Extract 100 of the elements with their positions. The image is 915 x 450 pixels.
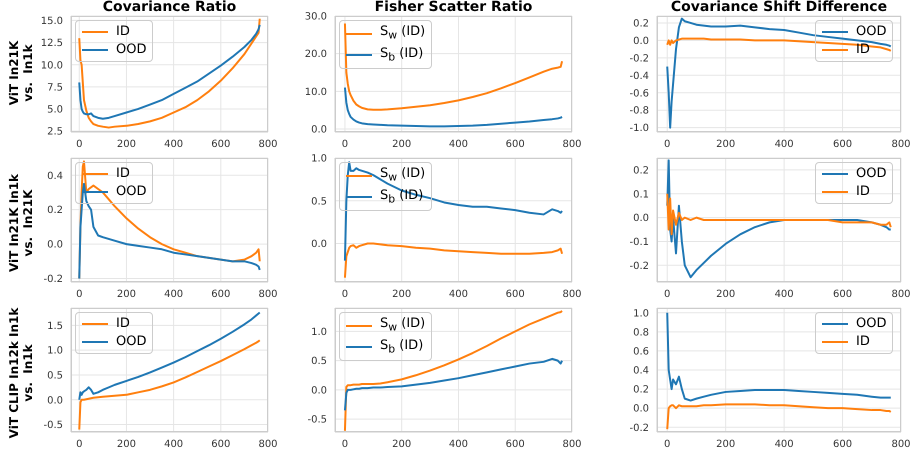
y-tick-label: 1.0: [311, 154, 327, 165]
x-tick-label: 600: [833, 139, 852, 150]
x-tick-label: 600: [506, 139, 525, 150]
y-tick-label: 1.0: [47, 346, 63, 357]
line-series: [344, 242, 564, 279]
legend-label: ID: [116, 315, 130, 333]
x-tick-label: 0: [664, 139, 670, 150]
line-series: [344, 22, 564, 111]
x-tick-label: 200: [392, 139, 412, 150]
line-series: [78, 311, 261, 401]
chart-title: Covariance Shift Difference: [670, 0, 888, 15]
x-tick-label: 600: [506, 289, 525, 300]
x-tick-label: 0: [342, 439, 348, 450]
x-tick-label: 400: [774, 439, 794, 450]
x-tick-label: 200: [716, 289, 736, 300]
legend-label: OOD: [116, 333, 146, 351]
y-tick-label: 0.2: [633, 18, 649, 30]
x-tick-label: 400: [448, 139, 468, 150]
legend-label: ID: [856, 333, 870, 351]
y-tick-label: 10.0: [304, 86, 327, 98]
y-tick-label: 0.0: [47, 240, 63, 251]
y-tick-label: 0.2: [633, 384, 649, 396]
y-tick-label: 30.0: [304, 12, 327, 23]
y-tick-label: -0.5: [43, 420, 63, 432]
legend-label: ID: [856, 41, 870, 59]
x-tick-label: 400: [164, 439, 184, 450]
legend-label: OOD: [856, 315, 886, 333]
y-tick-label: 0.6: [633, 346, 649, 358]
x-tick-label: 800: [258, 439, 278, 450]
legend-label: S$_{w}$ (ID): [380, 315, 426, 336]
x-tick-label: 800: [562, 439, 582, 450]
y-axis-title: ViT In21K In1k vs. In21K: [7, 172, 35, 272]
y-tick-label: 7.5: [47, 82, 63, 94]
line-series: [666, 403, 892, 430]
legend-label: ID: [856, 183, 870, 201]
line-series: [344, 86, 564, 128]
legend-label: S$_{b}$ (ID): [380, 44, 424, 66]
y-tick-label: 10.0: [40, 60, 63, 72]
line-series: [344, 310, 564, 432]
x-tick-label: 600: [833, 439, 852, 450]
y-tick-label: 1.0: [311, 326, 327, 338]
legend-label: ID: [116, 165, 130, 183]
y-tick-label: -0.8: [629, 106, 649, 117]
x-tick-label: 200: [116, 289, 136, 300]
legend-label: S$_{w}$ (ID): [380, 23, 426, 44]
y-tick-label: 15.0: [40, 16, 63, 27]
y-tick-label: 20.0: [304, 49, 327, 60]
y-tick-label: -1.0: [629, 123, 649, 134]
x-tick-label: 800: [258, 139, 278, 150]
x-tick-label: 400: [448, 439, 468, 450]
x-tick-label: 600: [506, 439, 525, 450]
x-tick-label: 600: [211, 439, 230, 450]
line-series: [666, 18, 892, 129]
x-tick-label: 0: [664, 439, 670, 450]
x-tick-label: 800: [891, 289, 911, 300]
y-tick-label: 0.2: [47, 205, 63, 216]
x-tick-label: 200: [716, 439, 736, 450]
x-tick-label: 0: [76, 439, 82, 450]
line-series: [666, 38, 892, 52]
y-tick-label: -0.1: [629, 237, 649, 248]
y-tick-label: 0.5: [311, 356, 327, 368]
line-series: [344, 161, 564, 262]
chart-title: Covariance Ratio: [102, 0, 238, 15]
x-tick-label: 400: [448, 289, 468, 300]
y-tick-label: -0.6: [629, 88, 649, 100]
y-tick-label: 2.5: [47, 126, 63, 138]
y-tick-label: 0.4: [633, 366, 649, 377]
x-tick-label: 800: [562, 289, 582, 300]
x-tick-label: 200: [116, 139, 136, 150]
x-tick-label: 0: [664, 289, 670, 300]
chart-title: Fisher Scatter Ratio: [374, 0, 534, 15]
y-tick-label: 0.0: [633, 213, 649, 224]
y-tick-label: 0.0: [311, 124, 327, 136]
x-tick-label: 200: [716, 139, 736, 150]
legend-label: OOD: [856, 165, 886, 183]
y-tick-label: 0.0: [311, 239, 327, 250]
x-tick-label: 600: [211, 139, 230, 150]
y-tick-label: 1.0: [633, 308, 649, 320]
x-tick-label: 800: [891, 439, 911, 450]
x-tick-label: 0: [342, 289, 348, 300]
y-tick-label: 0.0: [47, 395, 63, 406]
y-tick-label: 0.5: [311, 196, 327, 208]
y-tick-label: -0.2: [629, 260, 649, 272]
legend-label: ID: [116, 23, 130, 41]
legend-label: OOD: [116, 183, 146, 201]
y-tick-label: -0.2: [629, 422, 649, 434]
y-tick-label: 0.0: [633, 36, 649, 47]
legend-label: S$_{w}$ (ID): [380, 165, 426, 186]
x-tick-label: 800: [891, 139, 911, 150]
x-tick-label: 800: [258, 289, 278, 300]
x-tick-label: 400: [774, 139, 794, 150]
line-series: [344, 358, 564, 412]
y-tick-label: 12.5: [40, 38, 63, 50]
x-tick-label: 400: [774, 289, 794, 300]
x-tick-label: 600: [833, 289, 852, 300]
y-tick-label: 0.1: [633, 189, 649, 200]
y-tick-label: 1.5: [47, 320, 63, 332]
line-series: [666, 312, 892, 402]
y-tick-label: -0.2: [629, 53, 649, 64]
y-axis-title: ViT In21K vs. In1k: [7, 40, 35, 106]
